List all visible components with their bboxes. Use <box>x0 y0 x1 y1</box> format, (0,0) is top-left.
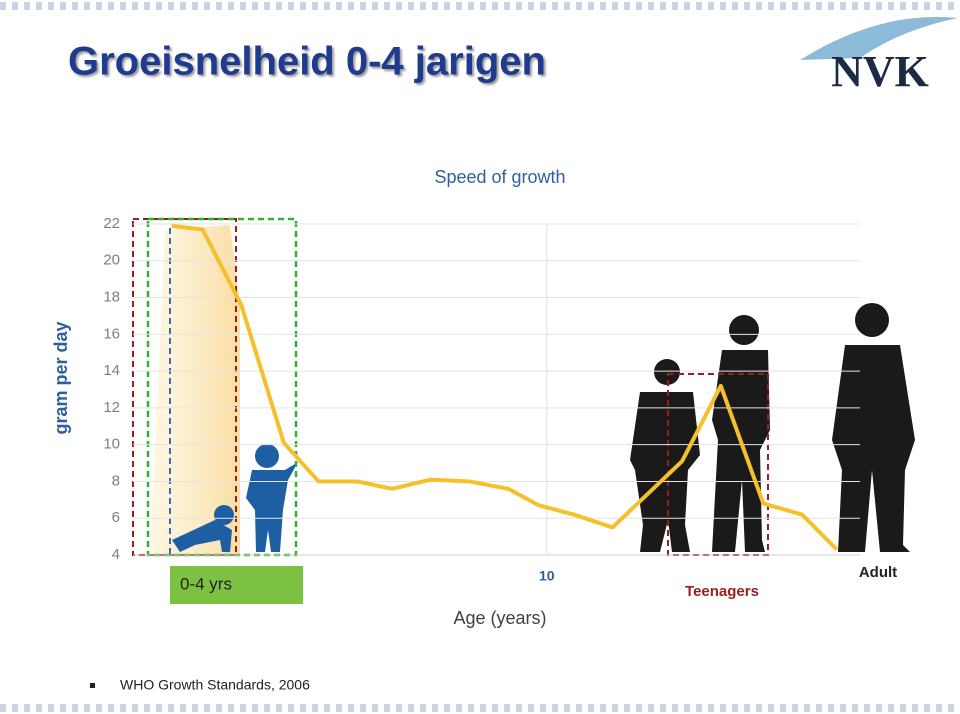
annotation: Adult <box>859 564 897 581</box>
y-tick-label: 16 <box>103 325 120 342</box>
child-figures <box>172 444 298 552</box>
logo-text: NVK <box>831 47 929 96</box>
x-tick-label: 10 <box>539 568 555 584</box>
y-tick-label: 18 <box>103 289 120 306</box>
y-tick-label: 22 <box>103 215 120 232</box>
y-axis-label: gram per day <box>51 321 71 434</box>
slide-title: Groeisnelheid 0-4 jarigen <box>68 40 546 84</box>
infancy-shade <box>150 225 240 555</box>
logo-swoosh <box>800 16 958 60</box>
x-axis-label: Age (years) <box>453 608 546 628</box>
silhouettes <box>630 303 915 552</box>
plot: 4 6 8 10 12 14 16 18 20 22 10 <box>103 215 860 584</box>
y-tick-label: 20 <box>103 252 120 269</box>
annotation: 0-4 yrs <box>180 574 232 593</box>
bullet <box>90 683 95 688</box>
age-0-4-box <box>146 217 298 557</box>
y-tick-label: 12 <box>103 399 120 416</box>
bottom-border <box>0 704 960 712</box>
y-tick-label: 8 <box>112 472 120 489</box>
annotation: Teenagers <box>685 583 759 600</box>
age-label-box <box>170 566 303 604</box>
growth-line <box>171 223 839 551</box>
footnote: WHO Growth Standards, 2006 <box>120 677 310 693</box>
y-tick-label: 10 <box>103 436 120 453</box>
top-border <box>0 2 960 10</box>
chart-title: Speed of growth <box>434 167 565 187</box>
y-tick-label: 4 <box>112 546 120 563</box>
y-tick-label: 14 <box>103 362 120 379</box>
y-tick-label: 6 <box>112 509 120 526</box>
